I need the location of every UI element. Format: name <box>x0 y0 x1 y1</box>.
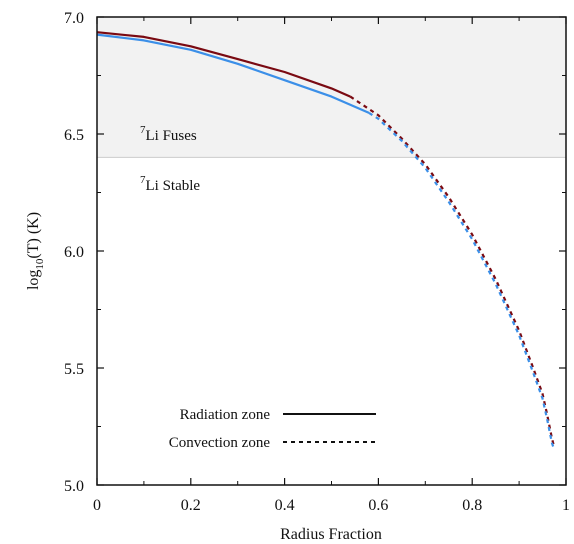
x-tick-label: 1 <box>562 497 570 514</box>
stable-region-label: 7Li Stable <box>140 174 200 194</box>
x-axis-label: Radius Fraction <box>280 526 382 543</box>
y-tick-label: 5.0 <box>64 478 84 495</box>
x-tick-label: 0.6 <box>368 497 388 514</box>
series-0-solid-line <box>96 31 351 98</box>
legend-label-radiation: Radiation zone <box>180 407 271 423</box>
y-tick-label: 6.5 <box>64 127 84 144</box>
x-tick-label: 0.8 <box>462 497 482 514</box>
x-tick-label: 0 <box>93 497 101 514</box>
legend: Radiation zone Convection zone <box>169 407 376 451</box>
stable-label-superscript: 7 <box>140 174 146 186</box>
fuses-region-shading <box>97 17 566 158</box>
y-axis-label-prefix: log <box>25 270 42 290</box>
series-0-dashed-line <box>349 95 556 448</box>
series-1-solid-line <box>96 33 370 114</box>
stable-label-text: Li Stable <box>146 178 201 194</box>
axes: 0 0.2 0.4 0.6 0.8 1 5.0 5.5 6.0 6.5 7.0 <box>64 10 570 514</box>
fuses-region-label: 7Li Fuses <box>140 124 197 144</box>
y-axis-label-subscript: 10 <box>34 258 46 270</box>
y-tick-label: 7.0 <box>64 10 84 27</box>
x-tick-label: 0.2 <box>181 497 201 514</box>
y-axis-label: log10(T) (K) <box>25 212 46 290</box>
x-tick-label: 0.4 <box>275 497 295 514</box>
y-axis-label-suffix: (T) (K) <box>25 212 42 259</box>
fuses-label-superscript: 7 <box>140 124 146 136</box>
series-1-dashed-line <box>368 111 556 451</box>
fuses-label-text: Li Fuses <box>146 128 197 144</box>
y-tick-label: 6.0 <box>64 244 84 261</box>
plot-area <box>96 17 566 451</box>
y-tick-label: 5.5 <box>64 361 84 378</box>
legend-label-convection: Convection zone <box>169 435 271 451</box>
